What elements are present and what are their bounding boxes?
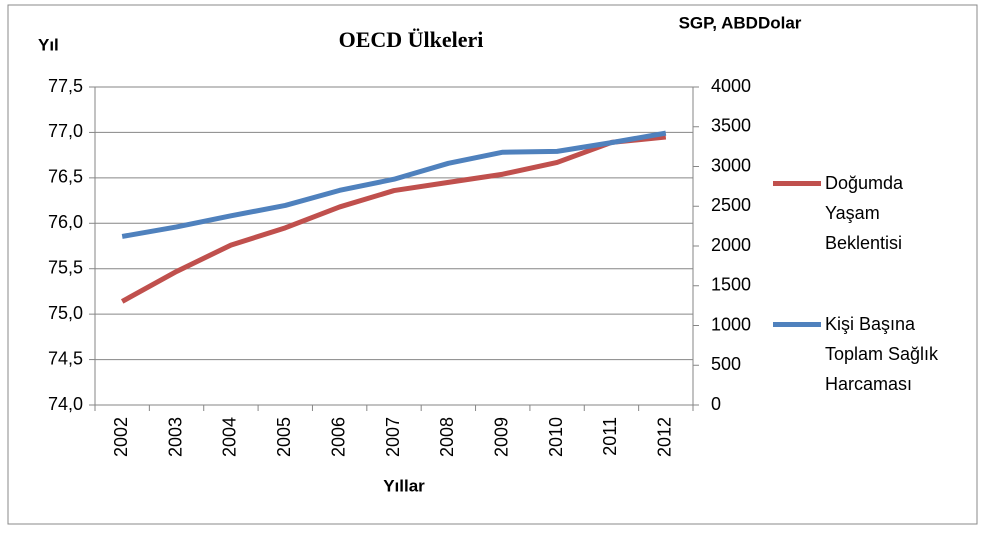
x-tick-label: 2007 bbox=[383, 417, 403, 457]
legend-swatch bbox=[773, 181, 821, 186]
chart-title: OECD Ülkeleri bbox=[339, 27, 484, 52]
x-tick-label: 2004 bbox=[220, 417, 240, 457]
x-tick-label: 2003 bbox=[165, 417, 185, 457]
y-tick-label: 74,0 bbox=[48, 394, 83, 414]
y2-tick-label: 1000 bbox=[711, 314, 751, 334]
y-axis-label: Yıl bbox=[38, 35, 59, 54]
legend-swatch bbox=[773, 322, 821, 327]
y2-tick-label: 3000 bbox=[711, 155, 751, 175]
y2-tick-label: 2500 bbox=[711, 195, 751, 215]
y2-tick-label: 3500 bbox=[711, 116, 751, 136]
y-tick-label: 74,5 bbox=[48, 348, 83, 368]
legend-entry: Doğumda Yaşam Beklentisi bbox=[773, 168, 925, 258]
y2-tick-label: 2000 bbox=[711, 235, 751, 255]
y-tick-label: 75,5 bbox=[48, 257, 83, 277]
y2-axis-label: SGP, ABDDolar bbox=[679, 13, 802, 32]
legend-entry: Kişi Başına Toplam Sağlık Harcaması bbox=[773, 309, 965, 399]
legend-label: Kişi Başına Toplam Sağlık Harcaması bbox=[825, 314, 939, 394]
y-tick-label: 76,0 bbox=[48, 212, 83, 232]
legend-label: Doğumda Yaşam Beklentisi bbox=[825, 173, 904, 253]
series-line bbox=[120, 134, 667, 304]
y-tick-label: 77,0 bbox=[48, 121, 83, 141]
frame bbox=[7, 4, 978, 525]
x-tick-label: 2006 bbox=[328, 417, 348, 457]
y-tick-label: 76,5 bbox=[48, 167, 83, 187]
x-tick-label: 2011 bbox=[600, 417, 620, 456]
x-axis-label: Yıllar bbox=[383, 476, 425, 495]
x-tick-label: 2002 bbox=[111, 417, 131, 457]
x-tick-label: 2008 bbox=[437, 417, 457, 457]
y2-tick-label: 500 bbox=[711, 354, 741, 374]
y2-tick-label: 0 bbox=[711, 394, 721, 414]
y-tick-label: 75,0 bbox=[48, 303, 83, 323]
x-tick-label: 2012 bbox=[655, 417, 675, 457]
x-tick-label: 2009 bbox=[491, 417, 511, 457]
y2-tick-label: 1500 bbox=[711, 275, 751, 295]
x-tick-label: 2010 bbox=[546, 417, 566, 457]
x-tick-label: 2005 bbox=[274, 417, 294, 457]
y-tick-label: 77,5 bbox=[48, 76, 83, 96]
series-line bbox=[121, 130, 667, 239]
y2-tick-label: 4000 bbox=[711, 76, 751, 96]
